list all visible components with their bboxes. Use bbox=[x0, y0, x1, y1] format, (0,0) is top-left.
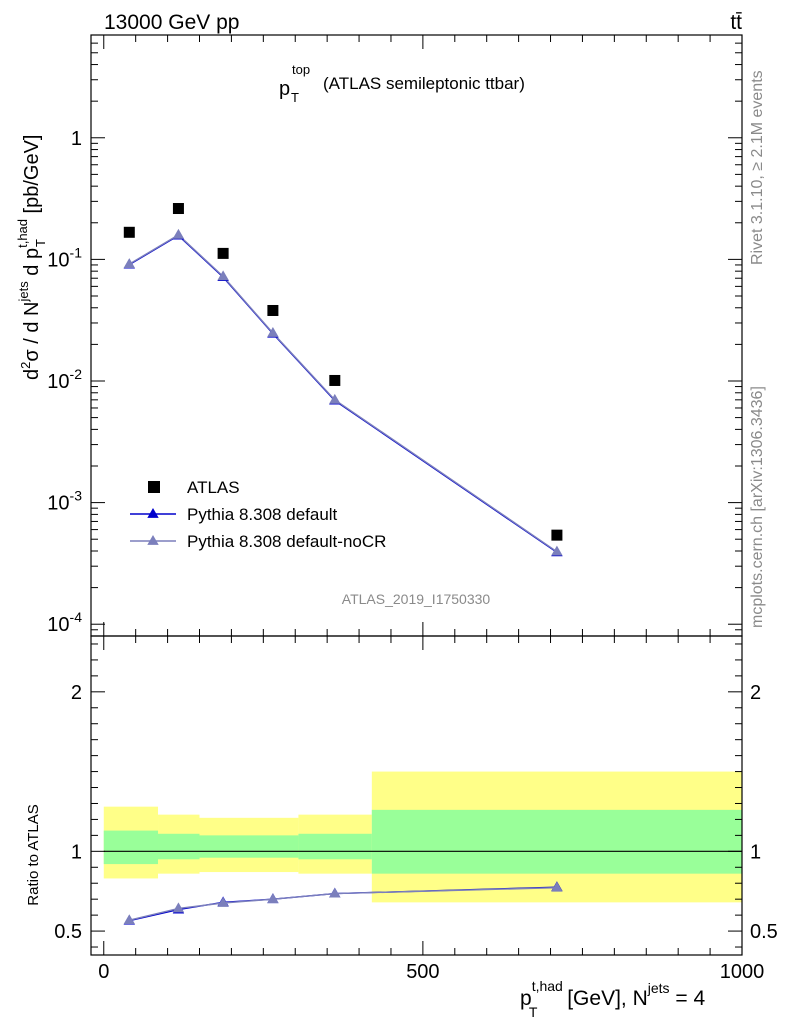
atlas-data-point bbox=[267, 304, 279, 316]
atlas-data-point bbox=[551, 529, 563, 541]
atlas-data-point bbox=[172, 203, 184, 215]
ratio-plot-frame bbox=[90, 635, 743, 956]
analysis-watermark: ATLAS_2019_I1750330 bbox=[342, 591, 491, 607]
title-rest: (ATLAS semileptonic ttbar) bbox=[323, 74, 525, 93]
main-line-2 bbox=[128, 234, 558, 553]
main-ytick-label: 10-3 bbox=[47, 488, 82, 515]
legend-marker-2 bbox=[147, 535, 159, 545]
mc-point-2 bbox=[329, 393, 341, 404]
ratio-point-1 bbox=[217, 897, 229, 907]
ratio-ytick-label-left: 2 bbox=[71, 682, 82, 704]
main-ytick-label: 10-2 bbox=[47, 366, 82, 393]
main-ytick-label: 1 bbox=[71, 128, 82, 150]
legend: ATLAS Pythia 8.308 default Pythia 8.308 de… bbox=[130, 478, 386, 551]
ratio-line-1 bbox=[129, 886, 557, 921]
ratio-point-1 bbox=[123, 914, 135, 925]
mc-point-2 bbox=[551, 545, 563, 556]
xtick-label: 500 bbox=[406, 961, 439, 983]
ratio-ytick-label-left: 0.5 bbox=[54, 921, 82, 943]
xtick-label: 1000 bbox=[720, 961, 765, 983]
mcplots-label: mcplots.cern.ch [arXiv:1306.3436] bbox=[749, 386, 766, 628]
atlas-data-point bbox=[123, 226, 135, 238]
data-series bbox=[123, 203, 563, 925]
y-axis-label-ratio: Ratio to ATLAS bbox=[25, 804, 42, 905]
energy-label: 13000 GeV pp bbox=[104, 11, 239, 34]
legend-label-1: Pythia 8.308 default bbox=[187, 505, 338, 524]
band-inner-4 bbox=[371, 809, 742, 874]
band-inner-0 bbox=[103, 830, 159, 865]
title-superscript: top bbox=[292, 62, 310, 77]
xtick-label: 0 bbox=[98, 961, 109, 983]
legend-label-2: Pythia 8.308 default-noCR bbox=[187, 532, 386, 551]
ratio-ytick-label-left: 1 bbox=[71, 841, 82, 863]
atlas-data-point bbox=[329, 374, 341, 386]
mc-point-2 bbox=[217, 270, 229, 281]
ratio-ytick-label-right: 1 bbox=[750, 841, 761, 863]
legend-marker-atlas bbox=[148, 481, 160, 493]
band-inner-2 bbox=[199, 835, 299, 858]
rivet-version-label: Rivet 3.1.10, ≥ 2.1M events bbox=[749, 70, 766, 265]
mc-point-2 bbox=[123, 258, 135, 268]
x-axis-label: pt,had T [GeV], Njets = 4 bbox=[520, 978, 705, 1020]
title-main: p bbox=[279, 78, 290, 100]
mc-point-2 bbox=[172, 228, 185, 239]
mc-point-2 bbox=[267, 327, 279, 337]
ratio-point-1 bbox=[172, 902, 185, 913]
atlas-data-point bbox=[217, 247, 229, 259]
legend-marker-1 bbox=[147, 508, 159, 518]
plot-title: p T top (ATLAS semileptonic ttbar) bbox=[279, 62, 525, 105]
ratio-point-1 bbox=[267, 893, 279, 904]
ratio-point-1 bbox=[329, 887, 341, 898]
title-subscript: T bbox=[291, 90, 299, 105]
ratio-uncertainty-bands bbox=[103, 771, 742, 903]
ratio-ytick-label-right: 0.5 bbox=[750, 921, 778, 943]
band-inner-3 bbox=[298, 833, 372, 860]
axis-ticks bbox=[91, 34, 743, 955]
axes-frames bbox=[90, 34, 743, 956]
ratio-ytick-label-right: 2 bbox=[750, 682, 761, 704]
main-ytick-label: 10-1 bbox=[47, 244, 82, 271]
process-label: tt̄ bbox=[730, 11, 742, 34]
tick-labels: 10-4 10-3 10-2 10-1 1 0.5 0.5 1 1 2 2 0 500 1000 bbox=[47, 128, 778, 983]
main-ytick-label: 10-4 bbox=[47, 609, 82, 636]
band-inner-1 bbox=[158, 833, 200, 860]
y-axis-label-main: d2σ / d Njets d pt,had T [pb/GeV] bbox=[15, 135, 48, 380]
legend-label-0: ATLAS bbox=[187, 478, 240, 497]
